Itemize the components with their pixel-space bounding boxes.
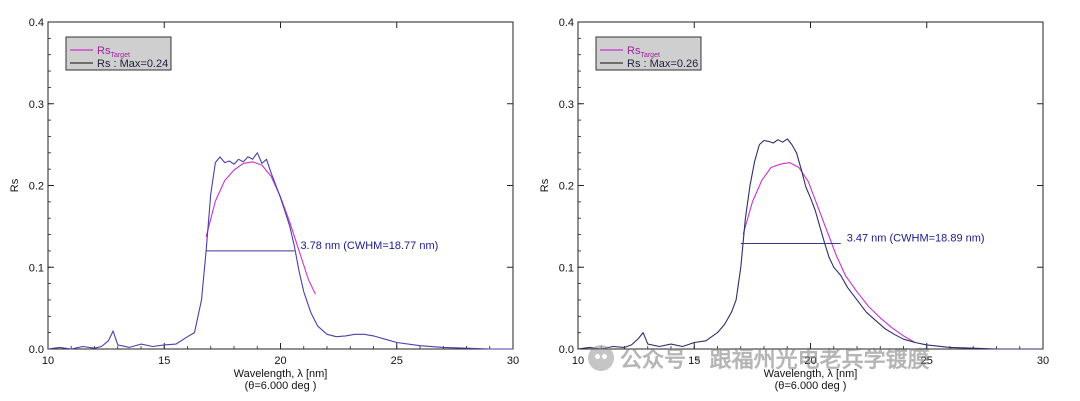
y-tick-label: 0.0 xyxy=(29,344,44,356)
x-tick-label: 10 xyxy=(42,355,54,367)
chart-panel-1: 10 15 20 25 30 0.0 0.1 0.2 0.3 0.4 Wavelength, λ [… xyxy=(9,17,519,392)
fwhm-annotation: 3.47 nm (CWHM=18.89 nm) xyxy=(847,233,985,245)
y-tick-label: 0.2 xyxy=(29,181,44,193)
legend-box xyxy=(595,36,702,71)
x-tick-label: 10 xyxy=(572,355,584,367)
x-tick-label: 25 xyxy=(921,355,933,367)
legend-subscript: Target xyxy=(640,52,660,59)
wechat-icon xyxy=(588,345,614,371)
y-tick-label: 0.2 xyxy=(559,181,574,193)
series-rs-line xyxy=(47,152,513,350)
x-axis-label: Wavelength, λ [nm] xyxy=(234,368,328,380)
x-tick-label: 25 xyxy=(391,355,403,367)
y-tick-label: 0.3 xyxy=(559,99,574,111)
y-tick-label: 0.1 xyxy=(29,262,44,274)
series-rs-line xyxy=(577,138,1043,350)
chart-panel-2: 10 15 20 25 30 0.0 0.1 0.2 0.3 0.4 Wavelength, λ [… xyxy=(539,17,1049,392)
x-axis-label: Wavelength, λ [nm] xyxy=(764,368,858,380)
legend-subscript: Target xyxy=(110,52,130,59)
y-tick-label: 0.4 xyxy=(559,17,574,29)
plot-frame xyxy=(577,21,1044,350)
x-tick-label: 15 xyxy=(688,355,700,367)
legend-label: Rs : Max=0.26 xyxy=(627,58,698,70)
y-tick-label: 0.1 xyxy=(559,262,574,274)
legend-box xyxy=(65,36,172,71)
x-tick-label: 30 xyxy=(1037,355,1049,367)
plot-frame xyxy=(47,21,514,350)
watermark-text: 公众号 · 跟福州光电老兵学镀膜 xyxy=(620,348,930,373)
y-tick-label: 0.3 xyxy=(29,99,44,111)
series-target-line xyxy=(742,162,916,343)
y-axis-label: Rs xyxy=(9,178,21,192)
legend-label: Rs : Max=0.24 xyxy=(97,58,168,70)
y-axis-label: Rs xyxy=(539,178,551,192)
watermark: 公众号 · 跟福州光电老兵学镀膜 xyxy=(588,340,930,376)
x-tick-label: 30 xyxy=(507,355,519,367)
x-tick-label: 20 xyxy=(274,355,286,367)
series-target-line xyxy=(205,161,316,295)
x-axis-sublabel: (θ=6.000 deg ) xyxy=(245,380,317,392)
x-axis-sublabel: (θ=6.000 deg ) xyxy=(775,380,847,392)
y-tick-label: 0.0 xyxy=(559,344,574,356)
fwhm-annotation: 3.78 nm (CWHM=18.77 nm) xyxy=(300,240,438,252)
y-tick-label: 0.4 xyxy=(29,17,44,29)
x-tick-label: 15 xyxy=(158,355,170,367)
x-tick-label: 20 xyxy=(804,355,816,367)
